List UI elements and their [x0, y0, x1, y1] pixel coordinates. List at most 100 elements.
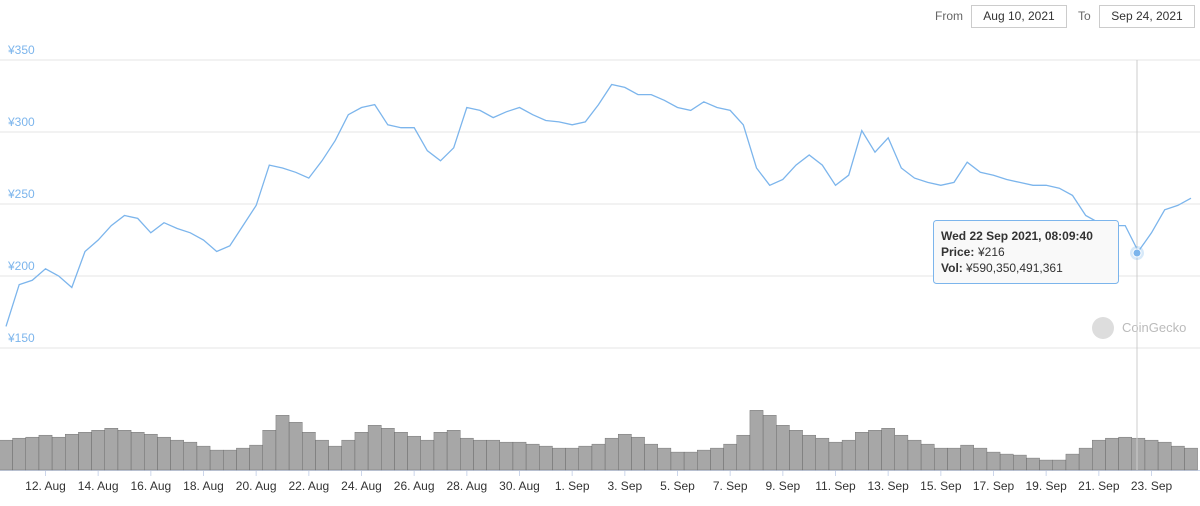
- volume-bar: [683, 451, 698, 471]
- volume-bar: [815, 437, 830, 471]
- volume-bar: [894, 434, 909, 471]
- volume-bar: [723, 443, 737, 471]
- volume-bar: [525, 443, 540, 471]
- volume-bar: [1078, 447, 1093, 471]
- from-input[interactable]: [971, 5, 1067, 28]
- volume-bar: [1105, 437, 1119, 471]
- volume-bar: [604, 437, 619, 471]
- volume-bar: [789, 430, 803, 471]
- volume-bar: [354, 432, 369, 471]
- watermark-logo: [1092, 317, 1114, 339]
- x-tick-label: 19. Sep: [1025, 479, 1067, 493]
- volume-bar: [881, 428, 895, 471]
- x-tick-label: 18. Aug: [183, 479, 224, 493]
- to-value[interactable]: Sep 24, 2021: [1111, 9, 1183, 23]
- volume-bar: [262, 430, 277, 471]
- tooltip-price: ¥216: [977, 245, 1005, 259]
- volume-bar: [1184, 447, 1198, 471]
- x-tick-label: 30. Aug: [499, 479, 540, 493]
- volume-bar: [1065, 453, 1080, 471]
- volume-bar: [275, 415, 290, 471]
- tooltip-price-label: Price:: [941, 245, 974, 259]
- volume-bar: [1157, 441, 1172, 471]
- x-tick-label: 16. Aug: [130, 479, 171, 493]
- volume-bar: [670, 451, 685, 471]
- volume-bar: [657, 447, 672, 471]
- volume-bar: [697, 449, 711, 471]
- x-tick-label: 28. Aug: [446, 479, 487, 493]
- volume-bar: [552, 447, 566, 471]
- volume-bar: [367, 425, 382, 471]
- y-tick-label: ¥150: [7, 331, 35, 345]
- volume-bar: [1039, 459, 1053, 471]
- volume-bar: [999, 453, 1014, 471]
- x-tick-label: 22. Aug: [288, 479, 329, 493]
- x-tick-label: 9. Sep: [765, 479, 800, 493]
- volume-bar: [328, 445, 342, 471]
- volume-bar: [117, 430, 132, 471]
- volume-bar: [381, 428, 395, 471]
- volume-bar: [986, 451, 1001, 471]
- volume-bar: [828, 441, 843, 471]
- volume-bar: [341, 439, 356, 471]
- watermark: CoinGecko: [1122, 320, 1186, 335]
- volume-bar: [868, 430, 882, 471]
- volume-bar: [394, 432, 408, 471]
- volume-bar: [420, 439, 435, 471]
- tooltip-date: Wed 22 Sep 2021, 08:09:40: [941, 229, 1093, 243]
- volume-bar: [776, 425, 790, 471]
- y-tick-label: ¥350: [7, 43, 35, 57]
- volume-bar: [302, 432, 316, 471]
- volume-bar: [12, 437, 26, 471]
- tooltip-vol: ¥590,350,491,361: [965, 261, 1063, 275]
- volume-bar: [183, 441, 198, 471]
- volume-bar: [315, 439, 329, 471]
- volume-bar: [539, 445, 553, 471]
- volume-bar: [91, 430, 105, 471]
- x-tick-label: 7. Sep: [713, 479, 748, 493]
- volume-bar: [473, 439, 487, 471]
- volume-bar: [209, 449, 224, 471]
- volume-bar: [631, 436, 645, 471]
- x-tick-label: 5. Sep: [660, 479, 695, 493]
- tooltip: Wed 22 Sep 2021, 08:09:40 Price: ¥216 Vo…: [933, 220, 1119, 284]
- volume-bar: [249, 444, 263, 471]
- volume-bar: [407, 435, 421, 471]
- volume-bar: [947, 447, 961, 471]
- y-tick-label: ¥250: [7, 187, 35, 201]
- volume-bar: [736, 434, 751, 471]
- hover-marker: [1132, 248, 1142, 258]
- x-tick-label: 3. Sep: [607, 479, 642, 493]
- from-value[interactable]: Aug 10, 2021: [983, 9, 1055, 23]
- volume-bar: [1052, 459, 1067, 471]
- volume-bar: [749, 410, 764, 471]
- volume-bar: [25, 436, 40, 471]
- volume-bar: [460, 437, 474, 471]
- volume-bar: [130, 432, 145, 471]
- volume-bar: [288, 422, 303, 471]
- volume-bar: [802, 434, 816, 471]
- volume-bar: [1144, 439, 1159, 471]
- volume-bar: [223, 449, 237, 471]
- x-tick-label: 20. Aug: [236, 479, 277, 493]
- y-tick-label: ¥200: [7, 259, 35, 273]
- volume-bar: [499, 441, 514, 471]
- x-tick-label: 15. Sep: [920, 479, 962, 493]
- volume-bar: [565, 447, 579, 471]
- volume-bar: [618, 433, 632, 471]
- x-tick-label: 24. Aug: [341, 479, 382, 493]
- x-tick-label: 14. Aug: [78, 479, 119, 493]
- x-tick-label: 1. Sep: [555, 479, 590, 493]
- volume-bar: [38, 434, 53, 471]
- volume-bar: [104, 428, 119, 471]
- volume-bar: [0, 439, 13, 471]
- volume-bar: [855, 432, 869, 471]
- volume-bar: [762, 415, 777, 471]
- volume-bar: [578, 445, 593, 471]
- volume-bar: [591, 443, 606, 471]
- x-tick-label: 12. Aug: [25, 479, 66, 493]
- volume-bar: [1092, 439, 1106, 471]
- to-input[interactable]: [1099, 5, 1195, 28]
- volume-bar: [512, 441, 527, 471]
